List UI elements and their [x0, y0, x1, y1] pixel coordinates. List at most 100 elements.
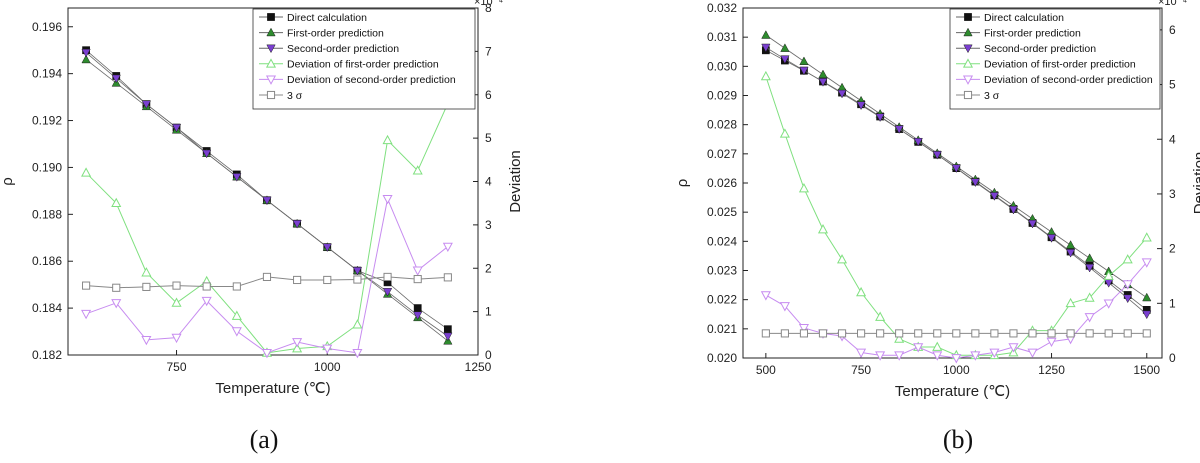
data-point	[1142, 310, 1152, 320]
legend-marker	[266, 44, 276, 54]
y2-multiplier: ×10⁻⁴	[474, 0, 503, 8]
data-point	[1122, 254, 1133, 264]
y2-tick-label: 6	[485, 88, 492, 102]
data-point	[201, 296, 212, 307]
data-point	[1046, 337, 1057, 348]
data-point	[798, 324, 809, 334]
data-point	[970, 178, 980, 188]
data-point	[322, 344, 333, 354]
y-tick-label: 0.029	[707, 89, 737, 103]
data-point	[818, 69, 828, 79]
x-tick-label: 750	[167, 360, 187, 374]
legend-entry: Deviation of first-order prediction	[984, 59, 1136, 71]
legend-marker	[267, 13, 275, 21]
data-point	[1122, 280, 1133, 290]
data-point	[779, 128, 790, 138]
data-point	[1028, 329, 1037, 338]
legend-entry: First-order prediction	[287, 27, 384, 39]
y-tick-label: 0.026	[707, 176, 737, 190]
data-point	[895, 329, 904, 338]
legend-marker	[265, 58, 277, 68]
data-point	[799, 56, 809, 65]
data-point	[876, 329, 885, 338]
legend-entry: First-order prediction	[984, 27, 1081, 39]
data-point	[111, 74, 121, 84]
series-line	[765, 261, 1148, 359]
data-point	[856, 101, 866, 111]
data-point	[81, 309, 92, 320]
data-point	[1103, 270, 1114, 280]
chart-caption: (a)	[250, 425, 279, 454]
data-point	[875, 113, 885, 123]
legend-box	[949, 8, 1161, 110]
data-point	[818, 78, 828, 87]
y2-tick-label: 6	[1169, 23, 1176, 37]
data-point	[1084, 292, 1095, 302]
data-point	[262, 272, 272, 281]
legend-entry: Deviation of first-order prediction	[287, 59, 439, 71]
legend-entry: Deviation of second-order prediction	[287, 74, 456, 86]
y-tick-label: 0.190	[32, 160, 62, 174]
data-point	[856, 286, 867, 297]
data-point	[875, 311, 886, 321]
data-point	[111, 197, 122, 208]
y2-tick-label: 2	[485, 261, 492, 275]
data-point	[442, 242, 453, 253]
data-point	[970, 351, 981, 361]
data-point	[112, 283, 121, 292]
y2-tick-label: 4	[485, 175, 492, 189]
data-point	[780, 55, 790, 64]
y-tick-label: 0.021	[707, 322, 737, 336]
y2-multiplier: ×10⁻⁴	[1158, 0, 1187, 8]
data-point	[172, 281, 181, 290]
data-point	[760, 70, 771, 81]
data-point	[837, 329, 847, 338]
y-tick-label: 0.186	[32, 254, 62, 268]
legend-box	[252, 8, 476, 110]
legend-entry: Second-order prediction	[287, 43, 399, 55]
x-axis-label: Temperature (℃)	[895, 383, 1010, 400]
legend-marker	[964, 13, 972, 21]
data-point	[1009, 329, 1018, 338]
series-5	[82, 272, 452, 292]
x-tick-label: 1000	[314, 360, 341, 374]
y2-tick-label: 5	[1169, 78, 1176, 92]
y-tick-label: 0.027	[707, 147, 737, 161]
series-2	[761, 43, 1152, 320]
y2-axis-label: Deviation	[507, 150, 524, 213]
data-point	[1141, 258, 1152, 268]
series-4	[760, 258, 1152, 364]
data-point	[913, 137, 923, 147]
data-point	[1103, 299, 1114, 309]
data-point	[231, 310, 242, 320]
y-tick-label: 0.025	[707, 205, 737, 219]
data-point	[989, 192, 1000, 201]
data-point	[352, 348, 363, 359]
x-tick-label: 1000	[943, 363, 970, 377]
data-point	[352, 266, 363, 276]
legend-entry: Direct calculation	[287, 12, 367, 24]
data-point	[1046, 234, 1057, 243]
data-point	[761, 329, 770, 338]
data-point	[1142, 329, 1151, 338]
data-point	[856, 348, 867, 358]
data-point	[799, 329, 809, 338]
data-point	[1047, 329, 1056, 338]
y-axis-label: ρ	[0, 177, 16, 186]
data-point	[383, 272, 392, 281]
data-point	[353, 275, 362, 284]
data-point	[1027, 348, 1038, 358]
legend-marker	[963, 90, 973, 100]
data-point	[914, 329, 923, 338]
data-point	[443, 273, 452, 282]
y-tick-label: 0.192	[32, 114, 62, 128]
data-point	[894, 333, 905, 343]
data-point	[382, 134, 393, 145]
data-point	[142, 282, 151, 291]
data-point	[989, 348, 1000, 358]
data-point	[1085, 253, 1095, 262]
y-tick-label: 0.194	[32, 67, 62, 81]
data-point	[293, 275, 302, 285]
y-tick-label: 0.184	[32, 301, 62, 315]
chart-caption: (b)	[943, 425, 973, 454]
